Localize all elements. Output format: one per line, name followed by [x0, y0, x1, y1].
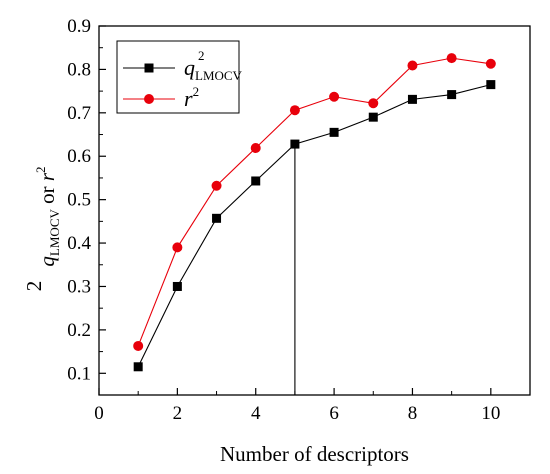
legend-label-1-sup: 2 — [198, 48, 205, 63]
series-1-point — [251, 176, 261, 186]
legend-marker-2 — [144, 94, 154, 104]
svg-text:qLMOCV or r2: qLMOCV or r2 — [33, 166, 62, 266]
x-axis-label: Number of descriptors — [220, 442, 409, 466]
series-1-point — [290, 139, 300, 149]
y-axis-label-r: r — [35, 172, 59, 181]
x-tick-label: 0 — [94, 403, 104, 424]
y-axis-label-q: q — [35, 256, 59, 267]
series-1-point — [212, 213, 222, 223]
series-1-point — [133, 362, 143, 372]
plot-frame — [98, 25, 531, 396]
y-tick-label: 0.1 — [67, 363, 91, 384]
series-line-2 — [137, 57, 491, 347]
series-2-point — [133, 340, 144, 351]
legend-marker-1 — [144, 63, 154, 73]
y-axis-label-r-sup: 2 — [33, 166, 48, 173]
y-tick-label: 0.9 — [67, 16, 91, 37]
y-tick-label: 0.2 — [67, 320, 91, 341]
legend-label-2: r2 — [184, 84, 199, 111]
series-2-point — [289, 105, 300, 116]
series-line-1 — [137, 84, 491, 368]
series-1-point — [407, 94, 417, 104]
y-tick-label: 0.5 — [67, 190, 91, 211]
x-tick-label: 6 — [329, 403, 339, 424]
series-1-point — [172, 281, 182, 291]
plot-marks — [133, 53, 496, 395]
x-tick-label: 2 — [173, 403, 183, 424]
legend-box — [116, 40, 240, 114]
y-axis-label-q-sup: 2 — [22, 281, 46, 292]
series-2-point — [446, 53, 457, 64]
y-tick-label: 0.6 — [67, 146, 91, 167]
y-axis-label-q-sub: LMOCV — [47, 209, 62, 257]
series-1-point — [329, 127, 339, 137]
y-axis-label: qLMOCV or r2 2 — [22, 166, 62, 291]
axis-ticks: 0 2 4 6 8 10 0.1 0.2 0.3 0.4 0.5 0.6 0.7 0.8 0.9 — [67, 16, 500, 424]
series-1-point — [486, 80, 496, 90]
series-2-point — [485, 58, 496, 69]
series-2-point — [250, 142, 261, 153]
legend-label-1: qLMOCV — [184, 55, 243, 83]
x-tick-label: 8 — [408, 403, 418, 424]
y-tick-label: 0.8 — [67, 59, 91, 80]
series-2-point — [211, 180, 222, 191]
y-tick-label: 0.7 — [67, 103, 91, 124]
series-1-point — [447, 90, 457, 100]
y-tick-label: 0.4 — [67, 233, 91, 254]
x-tick-label: 10 — [481, 403, 500, 424]
series-2-point — [329, 91, 340, 102]
series-1-point — [368, 112, 378, 122]
series-2-point — [407, 60, 418, 71]
y-tick-label: 0.3 — [67, 276, 91, 297]
series-2-point — [172, 242, 183, 253]
series-2-point — [368, 98, 379, 109]
x-tick-label: 4 — [251, 403, 261, 424]
y-axis-label-or: or — [35, 181, 59, 209]
